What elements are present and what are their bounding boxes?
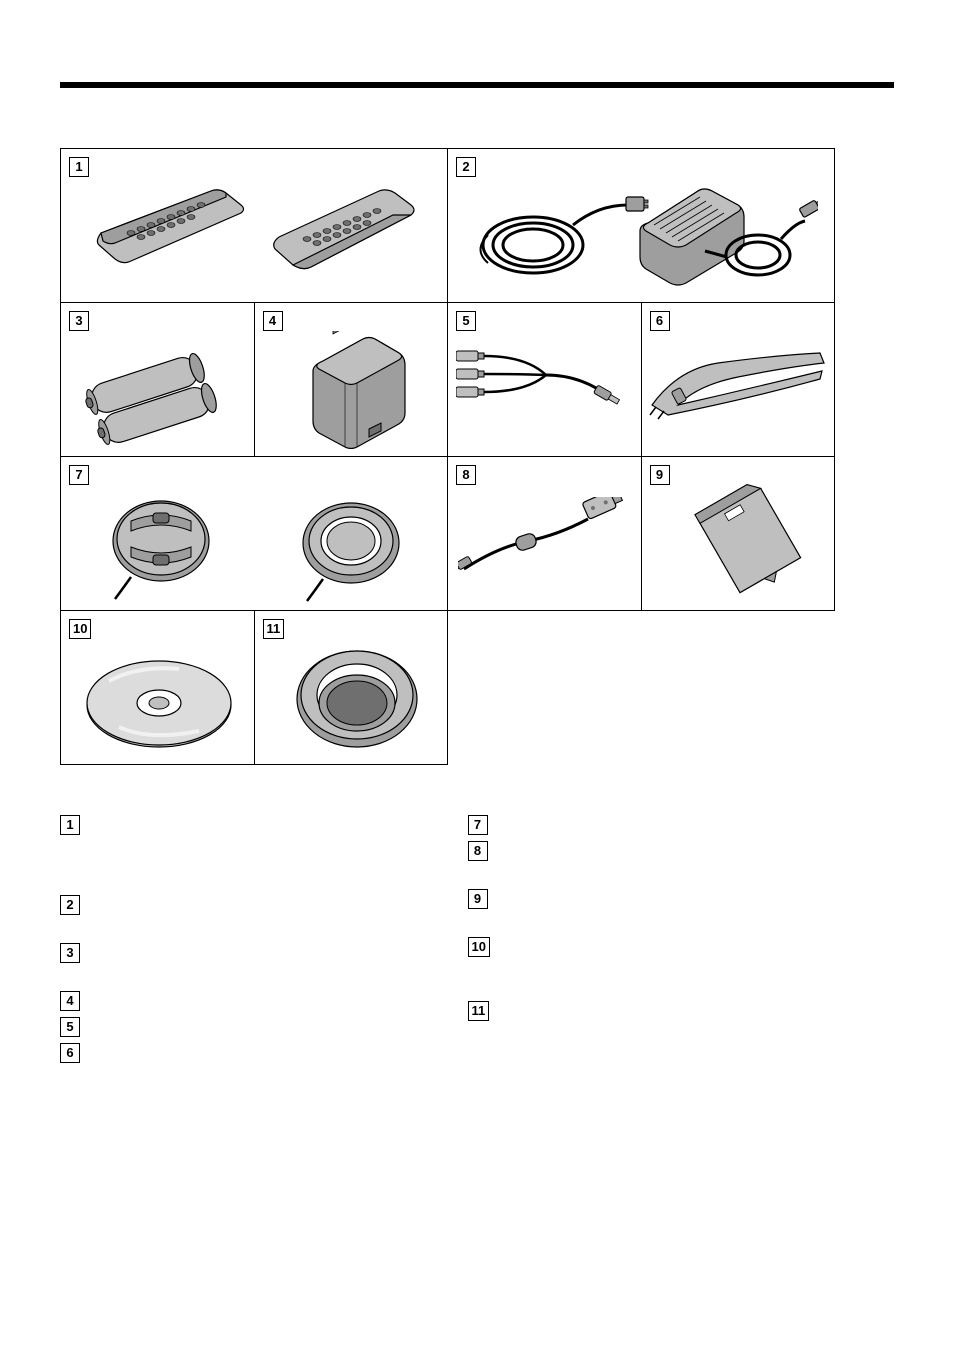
list-num: 1 <box>60 815 80 835</box>
cd-rom-icon <box>79 651 239 756</box>
cell-7: 7 <box>61 457 448 611</box>
cell-num-6: 6 <box>650 311 670 331</box>
top-rule <box>60 82 894 88</box>
list-num: 7 <box>468 815 488 835</box>
spacer <box>60 963 428 991</box>
cell-num-5: 5 <box>456 311 476 331</box>
spacer <box>60 915 428 943</box>
list-item: 2 <box>60 895 428 915</box>
batteries-icon <box>81 337 246 447</box>
left-column: 1 2 3 4 5 6 <box>60 815 428 1063</box>
list-item: 9 <box>468 889 836 909</box>
right-column: 7 8 9 10 11 <box>468 815 836 1063</box>
ac-adapter-icon <box>468 165 818 295</box>
cell-num-8: 8 <box>456 465 476 485</box>
list-num: 8 <box>468 841 488 861</box>
cell-num-9: 9 <box>650 465 670 485</box>
cell-1: 1 <box>61 149 448 303</box>
lens-hood-icon <box>287 639 427 759</box>
list-item: 4 <box>60 991 428 1011</box>
cell-num-11: 11 <box>263 619 285 639</box>
list-item: 6 <box>60 1043 428 1063</box>
cell-num-7: 7 <box>69 465 89 485</box>
list-num: 9 <box>468 889 488 909</box>
cell-8: 8 <box>448 457 642 611</box>
cell-num-3: 3 <box>69 311 89 331</box>
memory-stick-icon <box>686 483 816 603</box>
cell-11: 11 <box>255 611 449 765</box>
cell-num-1: 1 <box>69 157 89 177</box>
spacer <box>468 909 836 937</box>
shoulder-strap-icon <box>648 349 828 429</box>
cell-num-10: 10 <box>69 619 91 639</box>
spacer <box>468 957 836 1001</box>
list-item: 7 <box>468 815 836 835</box>
list-num: 6 <box>60 1043 80 1063</box>
list-item: 8 <box>468 841 836 861</box>
cell-6: 6 <box>642 303 836 457</box>
list-item: 3 <box>60 943 428 963</box>
list-num: 3 <box>60 943 80 963</box>
list-item: 10 <box>468 937 836 957</box>
battery-pack-icon <box>303 331 423 449</box>
cell-10: 10 <box>61 611 255 765</box>
spacer <box>468 861 836 889</box>
list-num: 11 <box>468 1001 490 1021</box>
list-num: 10 <box>468 937 490 957</box>
list-item: 5 <box>60 1017 428 1037</box>
list-num: 5 <box>60 1017 80 1037</box>
cell-4: 4 <box>255 303 449 457</box>
remote-control-icon <box>81 173 431 293</box>
cell-num-4: 4 <box>263 311 283 331</box>
av-cable-icon <box>456 347 634 427</box>
cell-9: 9 <box>642 457 836 611</box>
spacer <box>60 835 428 895</box>
lens-cap-icon <box>81 479 431 604</box>
description-lists: 1 2 3 4 5 6 7 8 9 10 11 <box>60 815 835 1063</box>
cell-5: 5 <box>448 303 642 457</box>
accessories-grid: 1 <box>60 148 835 765</box>
cell-num-2: 2 <box>456 157 476 177</box>
page: 1 <box>0 0 954 1103</box>
list-item: 11 <box>468 1001 836 1021</box>
cell-3: 3 <box>61 303 255 457</box>
serial-cable-icon <box>458 497 633 587</box>
list-num: 4 <box>60 991 80 1011</box>
list-num: 2 <box>60 895 80 915</box>
list-item: 1 <box>60 815 428 835</box>
cell-2: 2 <box>448 149 835 303</box>
